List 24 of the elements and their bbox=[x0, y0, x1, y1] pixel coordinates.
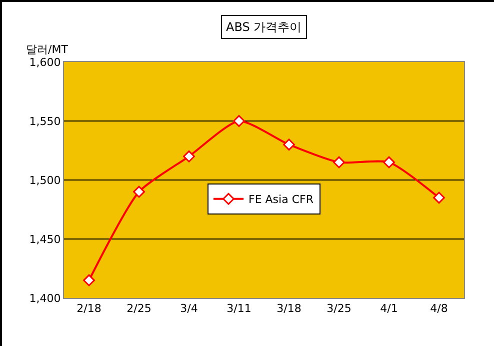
x-tick-label: 3/18 bbox=[276, 302, 302, 316]
point bbox=[283, 138, 295, 151]
legend-label: FE Asia CFR bbox=[248, 193, 314, 206]
x-tick-label: 2/18 bbox=[76, 302, 102, 316]
point bbox=[183, 150, 195, 162]
point bbox=[433, 192, 445, 204]
x-tick-label: 3/11 bbox=[226, 302, 252, 316]
y-tick-label: 1,500 bbox=[29, 174, 61, 187]
y-tick-label: 1,600 bbox=[29, 56, 61, 69]
point bbox=[333, 156, 345, 168]
y-tick-label: 1,450 bbox=[29, 232, 61, 246]
x-tick-label: 3/25 bbox=[326, 302, 352, 316]
x-tick-label: 4/8 bbox=[430, 302, 448, 316]
y-tick-label: 1,550 bbox=[29, 114, 61, 128]
y-tick-label: 1,400 bbox=[29, 292, 61, 305]
y-axis-title: 달러/MT bbox=[26, 43, 68, 56]
point bbox=[233, 115, 245, 127]
chart-title: ABS 가격추이 bbox=[226, 20, 302, 34]
point bbox=[133, 186, 145, 198]
point bbox=[383, 156, 395, 168]
x-tick-label: 4/1 bbox=[380, 302, 398, 316]
x-tick-label: 3/4 bbox=[180, 302, 198, 316]
x-tick-label: 2/25 bbox=[126, 302, 152, 316]
point bbox=[83, 274, 95, 286]
